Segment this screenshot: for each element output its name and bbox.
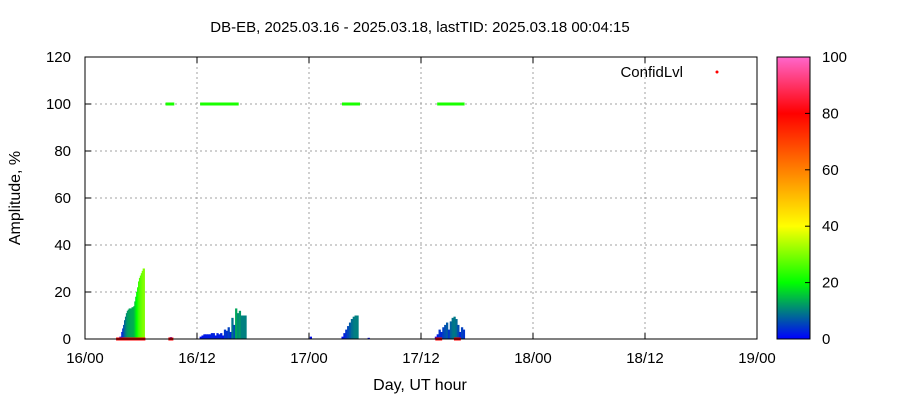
- amplitude-bar: [449, 321, 452, 339]
- amplitude-bar: [367, 337, 370, 339]
- amplitude-bar: [436, 334, 439, 339]
- amplitude-bar: [220, 333, 223, 339]
- amplitude-bar: [438, 329, 441, 339]
- amplitude-bar: [225, 330, 228, 339]
- amplitude-bar: [354, 315, 357, 339]
- colorbar: 0 20 40 60 80 100: [776, 49, 847, 348]
- confidlvl-point: [439, 102, 445, 106]
- amplitude-bar: [238, 310, 242, 339]
- x-tick-label: 16/12: [178, 350, 216, 367]
- amplitude-bar: [343, 333, 346, 339]
- legend-marker-confidlvl: [715, 70, 719, 74]
- amplitude-bar: [210, 333, 214, 339]
- amplitude-bar: [309, 336, 312, 339]
- confidlvl-point: [355, 102, 361, 106]
- amplitude-bar: [227, 327, 230, 339]
- amplitude-bar: [218, 334, 221, 339]
- amplitude-bar: [142, 268, 145, 339]
- colorbar-tick-label: 20: [822, 275, 839, 292]
- amplitude-bar: [235, 308, 238, 339]
- amplitude-bar: [233, 324, 236, 339]
- amplitude-bar: [455, 319, 458, 339]
- amplitude-bar: [244, 315, 247, 339]
- amplitude-bar: [347, 326, 350, 339]
- confidlvl-point: [446, 102, 452, 106]
- amplitude-bar: [212, 333, 215, 339]
- amplitude-bar: [231, 317, 234, 339]
- amplitude-bar: [451, 317, 454, 339]
- chart-title: DB-EB, 2025.03.16 - 2025.03.18, lastTID:…: [210, 19, 629, 36]
- x-axis-ticks: 16/00 16/12 17/00 17/12 18/00 18/12 19/00: [66, 57, 776, 367]
- amplitude-bar: [229, 331, 232, 339]
- confidlvl-point: [169, 102, 175, 106]
- amplitude-bars: [117, 268, 466, 339]
- colorbar-tick-label: 80: [822, 105, 839, 122]
- amplitude-bar: [457, 324, 460, 339]
- colorbar-tick-label: 60: [822, 162, 839, 179]
- y-tick-label: 100: [46, 96, 71, 113]
- amplitude-bar: [216, 333, 219, 339]
- y-tick-label: 20: [54, 284, 71, 301]
- amplitude-bar: [201, 335, 204, 339]
- legend: ConfidLvl: [620, 64, 719, 81]
- x-tick-label: 16/00: [66, 350, 104, 367]
- amplitude-bar: [356, 315, 359, 339]
- amplitude-bar: [444, 324, 447, 339]
- amplitude-bar: [440, 331, 443, 339]
- x-tick-label: 18/12: [626, 350, 664, 367]
- amplitude-bar: [205, 334, 208, 339]
- amplitude-bar: [352, 316, 355, 339]
- y-tick-label: 0: [63, 331, 71, 348]
- amplitude-bar: [199, 336, 202, 339]
- amplitude-bar: [223, 329, 227, 339]
- amplitude-bar: [240, 315, 243, 339]
- amplitude-bar: [242, 315, 245, 339]
- confidlvl-points: [116, 102, 465, 341]
- confidlvl-point: [459, 102, 465, 106]
- amplitude-bar: [350, 319, 354, 339]
- x-tick-label: 18/00: [514, 350, 552, 367]
- amplitude-bar: [236, 313, 240, 339]
- colorbar-gradient: [776, 56, 811, 340]
- amplitude-bar: [447, 329, 451, 339]
- y-tick-label: 40: [54, 237, 71, 254]
- amplitude-bar: [348, 322, 352, 339]
- x-tick-label: 17/12: [402, 350, 440, 367]
- y-tick-label: 60: [54, 190, 71, 207]
- y-tick-label: 80: [54, 143, 71, 160]
- y-axis-ticks: 0 20 40 60 80 100 120: [46, 49, 757, 348]
- amplitude-bar: [222, 335, 225, 339]
- x-tick-label: 17/00: [290, 350, 328, 367]
- amplitude-bar: [459, 331, 462, 339]
- amplitude-bar: [446, 322, 449, 339]
- confidlvl-point: [442, 102, 448, 106]
- y-axis-label: Amplitude, %: [7, 151, 24, 245]
- colorbar-tick-label: 0: [822, 331, 830, 348]
- amplitude-bar: [442, 327, 445, 339]
- x-axis-label: Day, UT hour: [373, 377, 467, 394]
- amplitude-bar: [345, 329, 348, 339]
- amplitude-bar: [460, 327, 464, 339]
- amplitude-bar: [214, 335, 217, 339]
- amplitude-bar: [341, 336, 344, 339]
- colorbar-tick-label: 100: [822, 49, 847, 66]
- colorbar-tick-label: 40: [822, 218, 839, 235]
- legend-label-confidlvl: ConfidLvl: [620, 64, 683, 81]
- confidlvl-point: [233, 102, 239, 106]
- amplitude-bar: [453, 316, 456, 339]
- x-tick-label: 19/00: [738, 350, 776, 367]
- y-tick-label: 120: [46, 49, 71, 66]
- grid-lines: [85, 57, 757, 339]
- amplitude-bar: [208, 334, 212, 339]
- confidlvl-point: [453, 102, 459, 106]
- colorbar-ticks: 0 20 40 60 80 100: [805, 49, 847, 348]
- amplitude-bar: [203, 334, 206, 339]
- amplitude-bar: [462, 329, 466, 339]
- amplitude-bar: [207, 334, 210, 339]
